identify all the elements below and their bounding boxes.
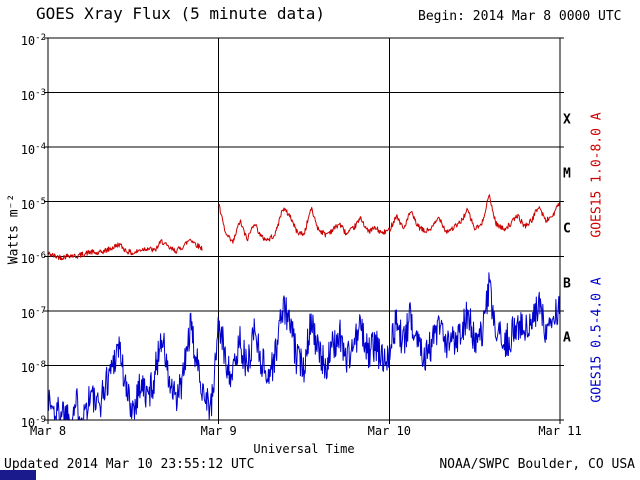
- flare-class-C: C: [563, 221, 571, 237]
- x-tick-label: Mar 8: [29, 424, 67, 438]
- x-tick-label: Mar 11: [538, 424, 582, 438]
- flare-class-M: M: [563, 166, 571, 182]
- data-source-credit: NOAA/SWPC Boulder, CO USA: [439, 457, 635, 472]
- y-tick-label: 10-8: [20, 360, 46, 376]
- series-label-long-channel: GOES15 1.0-8.0 A: [589, 112, 605, 238]
- y-tick-label: 10-4: [20, 142, 46, 158]
- x-tick-label: Mar 10: [367, 424, 412, 438]
- y-tick-label: 10-2: [20, 33, 46, 48]
- flare-class-X: X: [563, 112, 571, 128]
- y-tick-label: 10-5: [20, 196, 46, 212]
- begin-timestamp-label: Begin: 2014 Mar 8 0000 UTC: [418, 9, 622, 24]
- chart-title: GOES Xray Flux (5 minute data): [36, 4, 325, 23]
- y-tick-label: 10-6: [20, 251, 46, 267]
- plot-border: [47, 37, 561, 421]
- series-line-1: [48, 272, 560, 420]
- flare-class-B: B: [563, 276, 571, 292]
- x-axis-title: Universal Time: [253, 442, 355, 456]
- y-tick-label: 10-7: [20, 305, 46, 321]
- updated-timestamp: Updated 2014 Mar 10 23:55:12 UTC: [4, 457, 255, 472]
- y-tick-label: 10-9: [20, 415, 46, 430]
- series-line-0: [48, 194, 560, 261]
- bottom-bar-fragment: [0, 470, 36, 480]
- flare-class-A: A: [563, 330, 571, 346]
- series-label-short-channel: GOES15 0.5-4.0 A: [589, 277, 605, 403]
- y-tick-label: 10-3: [20, 87, 46, 103]
- x-tick-label: Mar 9: [200, 424, 237, 438]
